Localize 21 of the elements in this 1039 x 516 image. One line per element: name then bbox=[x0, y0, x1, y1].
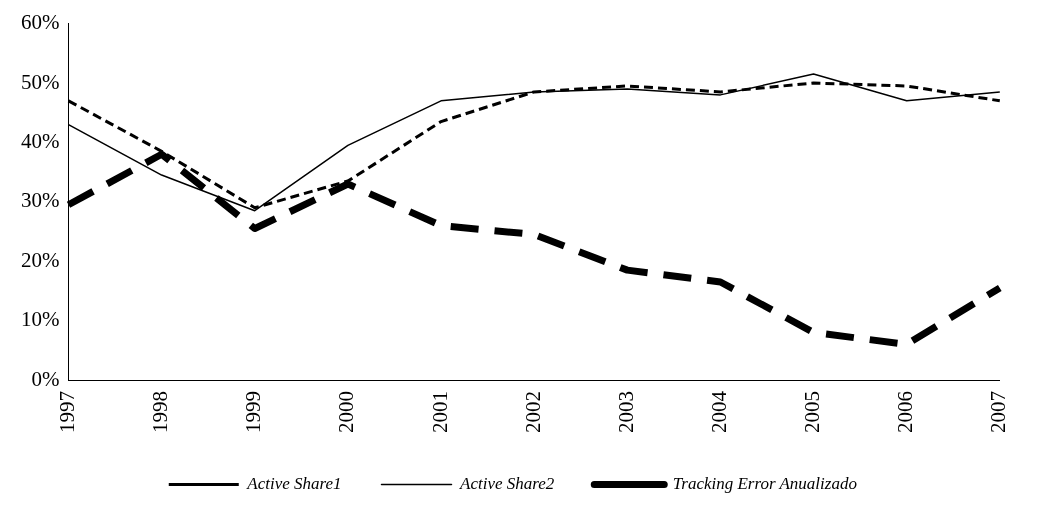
x-tick-label: 2001 bbox=[427, 391, 452, 433]
x-tick-label: 2004 bbox=[706, 390, 731, 433]
x-tick-label: 1999 bbox=[241, 391, 266, 433]
y-tick-label: 10% bbox=[20, 307, 60, 332]
y-tick-label: 20% bbox=[20, 247, 60, 272]
x-tick-label: 2003 bbox=[613, 391, 638, 433]
x-tick-label: 2002 bbox=[520, 391, 545, 433]
legend-label: Active Share2 bbox=[459, 473, 555, 493]
legend-label: Active Share1 bbox=[246, 473, 342, 493]
x-tick-label: 2000 bbox=[334, 391, 359, 433]
x-tick-label: 2005 bbox=[800, 391, 825, 433]
y-tick-label: 40% bbox=[20, 128, 60, 153]
x-tick-label: 2007 bbox=[986, 391, 1011, 433]
y-tick-label: 60% bbox=[20, 10, 60, 35]
y-tick-label: 0% bbox=[31, 366, 60, 391]
x-tick-label: 1998 bbox=[148, 391, 173, 433]
x-tick-label: 2006 bbox=[893, 391, 918, 433]
legend-label: Tracking Error Anualizado bbox=[672, 473, 857, 493]
y-tick-label: 50% bbox=[20, 69, 60, 94]
x-tick-label: 1997 bbox=[55, 391, 80, 433]
y-tick-label: 30% bbox=[20, 188, 60, 213]
